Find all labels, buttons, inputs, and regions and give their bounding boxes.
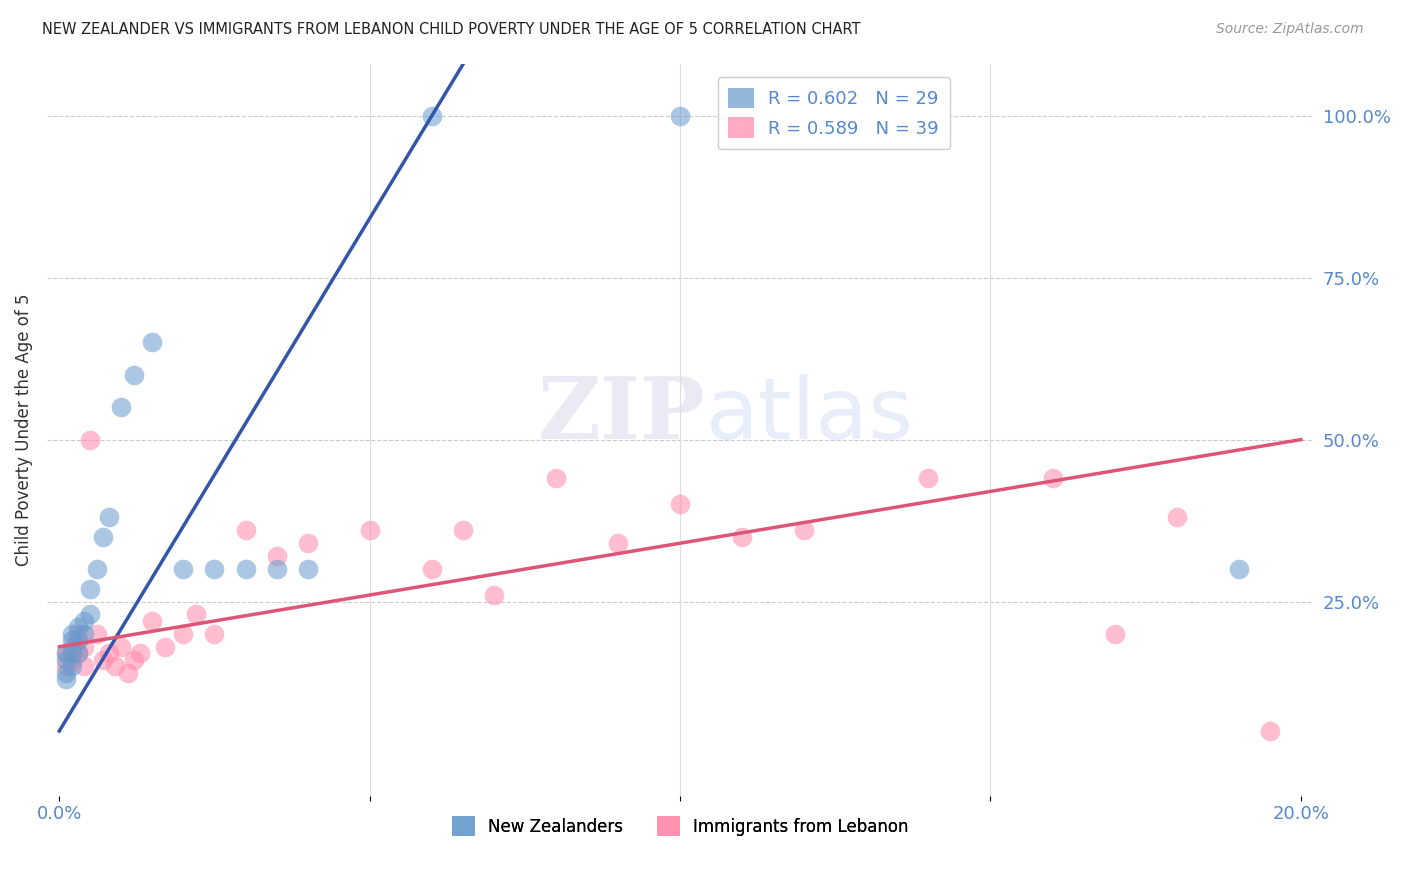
Point: [66, 646, 89, 660]
Point: [420, 562, 443, 576]
Point: [55, 653, 77, 667]
Point: [122, 653, 145, 667]
Point: [266, 562, 288, 576]
Text: Source: ZipAtlas.com: Source: ZipAtlas.com: [1216, 22, 1364, 37]
Point: [172, 627, 194, 641]
Point: [66, 646, 89, 660]
Point: [669, 109, 692, 123]
Text: atlas: atlas: [706, 374, 914, 457]
Point: [55, 672, 77, 686]
Point: [731, 530, 754, 544]
Point: [60, 633, 83, 648]
Text: ZIP: ZIP: [537, 373, 706, 458]
Point: [1227, 562, 1250, 576]
Point: [91, 530, 114, 544]
Point: [297, 562, 319, 576]
Point: [60, 659, 83, 673]
Point: [79, 582, 101, 596]
Point: [55, 646, 77, 660]
Point: [55, 659, 77, 673]
Point: [420, 109, 443, 123]
Point: [204, 562, 226, 576]
Point: [66, 620, 89, 634]
Point: [172, 562, 194, 576]
Point: [266, 549, 288, 564]
Point: [60, 646, 83, 660]
Point: [66, 627, 89, 641]
Point: [73, 614, 96, 628]
Point: [607, 536, 630, 550]
Point: [122, 368, 145, 382]
Point: [73, 627, 96, 641]
Point: [184, 607, 207, 622]
Point: [544, 471, 567, 485]
Point: [153, 640, 176, 654]
Point: [1104, 627, 1126, 641]
Point: [98, 646, 121, 660]
Point: [86, 562, 108, 576]
Point: [451, 523, 474, 537]
Point: [110, 401, 132, 415]
Point: [141, 614, 163, 628]
Point: [60, 653, 83, 667]
Point: [60, 640, 83, 654]
Point: [117, 665, 139, 680]
Point: [917, 471, 939, 485]
Point: [73, 640, 96, 654]
Point: [1258, 724, 1281, 739]
Point: [793, 523, 815, 537]
Point: [235, 523, 257, 537]
Point: [235, 562, 257, 576]
Point: [359, 523, 381, 537]
Point: [73, 659, 96, 673]
Point: [79, 607, 101, 622]
Point: [104, 659, 127, 673]
Text: NEW ZEALANDER VS IMMIGRANTS FROM LEBANON CHILD POVERTY UNDER THE AGE OF 5 CORREL: NEW ZEALANDER VS IMMIGRANTS FROM LEBANON…: [42, 22, 860, 37]
Point: [55, 646, 77, 660]
Point: [482, 588, 505, 602]
Point: [297, 536, 319, 550]
Point: [86, 627, 108, 641]
Y-axis label: Child Poverty Under the Age of 5: Child Poverty Under the Age of 5: [15, 293, 32, 566]
Point: [55, 665, 77, 680]
Point: [204, 627, 226, 641]
Point: [66, 633, 89, 648]
Legend: New Zealanders, Immigrants from Lebanon: New Zealanders, Immigrants from Lebanon: [444, 810, 915, 842]
Point: [110, 640, 132, 654]
Point: [669, 497, 692, 511]
Point: [79, 433, 101, 447]
Point: [60, 627, 83, 641]
Point: [129, 646, 152, 660]
Point: [141, 335, 163, 350]
Point: [98, 510, 121, 524]
Point: [91, 653, 114, 667]
Point: [1042, 471, 1064, 485]
Point: [1166, 510, 1188, 524]
